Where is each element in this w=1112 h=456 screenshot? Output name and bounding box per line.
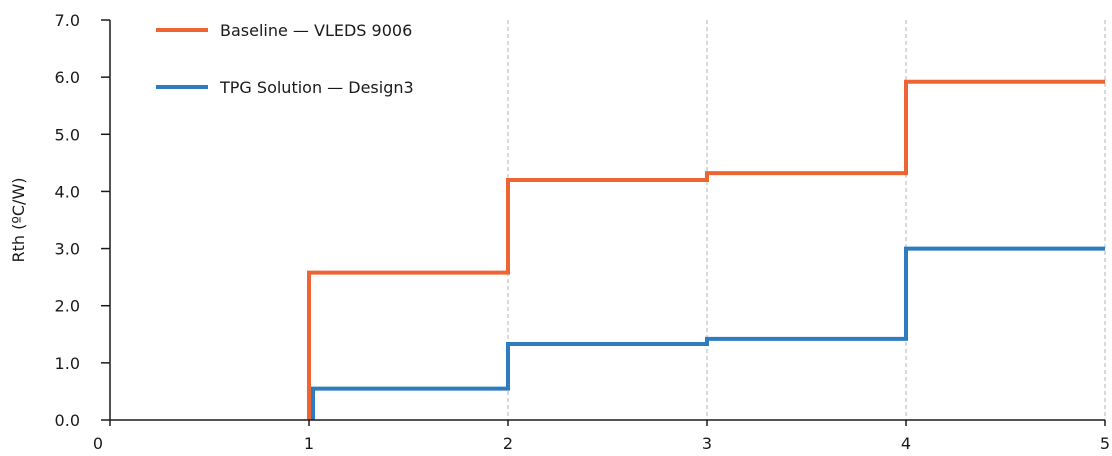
tick-labels: 0.0 1.0 2.0 3.0 4.0 5.0 6.0 7.0 0 1 2 3 4 5: [55, 11, 1111, 453]
series-line-1: [307, 79, 1105, 420]
y-axis-title: Rth (ºC/W): [9, 177, 28, 262]
y-tick-label: 3.0: [55, 240, 80, 259]
y-tick-label: 1.0: [55, 354, 80, 373]
x-tick-label: 0: [93, 434, 103, 453]
x-tick-label: 2: [503, 434, 513, 453]
x-tick-label: 3: [702, 434, 712, 453]
x-tick-label: 5: [1100, 434, 1110, 453]
legend-label-2: TPG Solution — Design3: [219, 78, 414, 97]
y-tick-label: 6.0: [55, 68, 80, 87]
legend-label-1: Baseline — VLEDS 9006: [220, 21, 412, 40]
series-line-2: [311, 246, 1105, 420]
y-tick-label: 4.0: [55, 182, 80, 201]
axes: [101, 19, 1106, 426]
x-tick-label: 1: [304, 434, 314, 453]
x-tick-label: 4: [901, 434, 911, 453]
y-tick-label: 7.0: [55, 11, 80, 30]
y-tick-label: 2.0: [55, 297, 80, 316]
legend: Baseline — VLEDS 9006 TPG Solution — Desi…: [156, 21, 414, 97]
y-tick-label: 5.0: [55, 125, 80, 144]
y-tick-label: 0.0: [55, 411, 80, 430]
series-lines: [307, 79, 1105, 420]
